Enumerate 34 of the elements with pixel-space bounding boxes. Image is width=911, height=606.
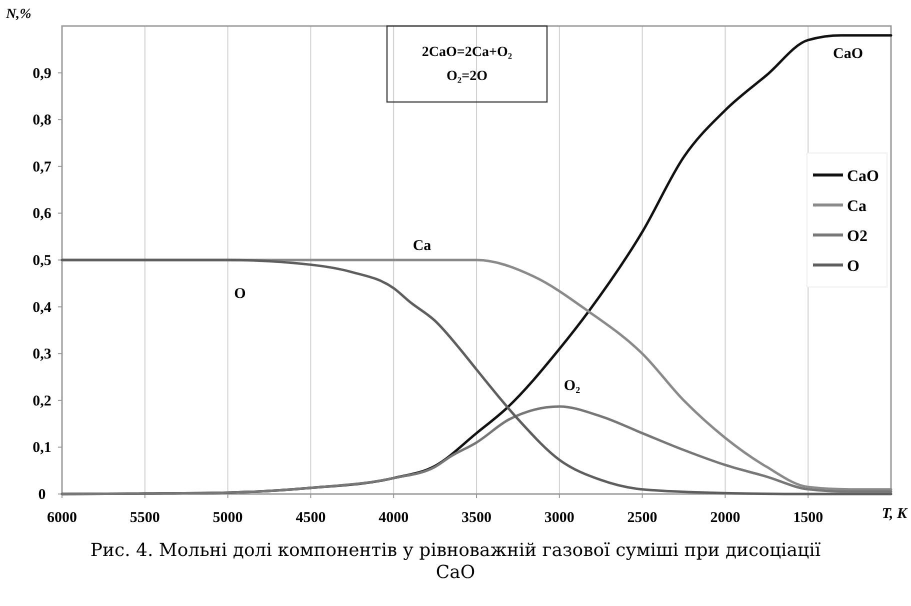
legend-label: O2 [847, 228, 868, 245]
y-tick-label: 0 [38, 487, 46, 503]
x-tick-label: 5000 [212, 510, 243, 526]
annotation: O₂=2O [446, 69, 488, 84]
annotation: 2CaO=2Ca+O₂ [422, 45, 512, 60]
x-tick-label: 6000 [47, 510, 77, 526]
line-series [60, 405, 892, 496]
y-tick-label: 0,2 [32, 393, 52, 410]
text: Рис. 4. Мольні долі компонентів у рівноважній газової суміші при дисоціації CaO [90, 540, 821, 583]
x-tick-label: 2500 [627, 510, 658, 526]
legend-label: O [847, 258, 860, 275]
legend-label: CaO [847, 168, 879, 185]
x-tick-label: 5500 [130, 510, 160, 526]
annotation: O [234, 286, 246, 302]
y-tick-label: 0,1 [32, 440, 52, 456]
x-tick-label: 2000 [710, 510, 740, 526]
y-tick-label: 0,9 [32, 66, 52, 82]
x-tick-label: 1500 [793, 510, 824, 526]
x-tick-label: 4000 [378, 510, 409, 526]
y-tick-label: 0,8 [32, 112, 52, 129]
y-tick-label: 0,3 [32, 346, 52, 363]
y-tick-label: 0,4 [32, 300, 52, 316]
x-axis-title: T, K [882, 506, 908, 522]
y-tick-label: 0,7 [32, 159, 52, 176]
y-axis-title: N,% [5, 7, 32, 22]
legend-label: Ca [847, 198, 867, 215]
x-tick-label: 3500 [462, 510, 492, 526]
annotation: O₂ [564, 378, 581, 394]
y-tick-label: 0,5 [32, 253, 52, 269]
y-tick-label: 0,6 [32, 206, 52, 222]
annotation: Ca [412, 238, 432, 254]
x-tick-label: 3000 [544, 510, 574, 526]
x-tick-label: 4500 [296, 510, 326, 526]
annotation: CaO [833, 46, 863, 62]
